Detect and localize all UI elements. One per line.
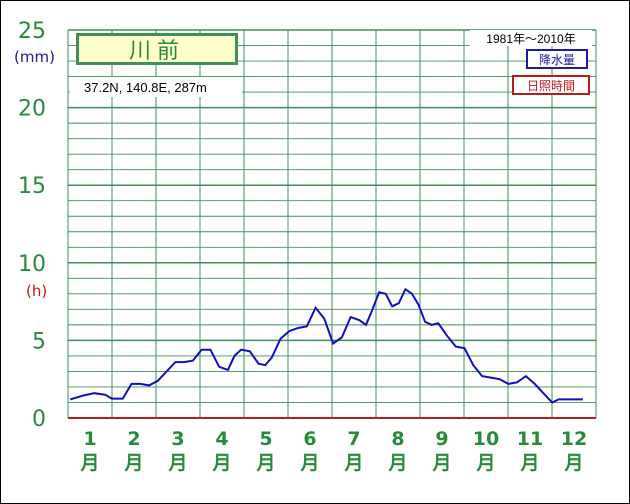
grid xyxy=(67,29,597,419)
y-tick-label: 0 xyxy=(32,407,46,432)
month-unit-label: 月 xyxy=(387,452,407,474)
precip-unit-label: (mm) xyxy=(14,48,55,66)
series-line-sunshine xyxy=(69,287,583,404)
month-number-label: 4 xyxy=(215,428,228,450)
month-unit-label: 月 xyxy=(519,452,539,474)
normal-period: 1981年～2010年 xyxy=(470,30,592,46)
month-unit-label: 月 xyxy=(79,452,99,474)
month-unit-label: 月 xyxy=(211,452,231,474)
month-unit-label: 月 xyxy=(255,452,275,474)
month-number-label: 5 xyxy=(259,428,272,450)
y-tick-label: 5 xyxy=(32,329,46,354)
month-number-label: 10 xyxy=(473,428,499,450)
month-number-label: 1 xyxy=(83,428,96,450)
y-tick-label: 10 xyxy=(18,252,46,277)
month-number-label: 11 xyxy=(517,428,543,450)
month-unit-label: 月 xyxy=(167,452,187,474)
month-unit-label: 月 xyxy=(343,452,363,474)
legend-sunshine: 日照時間 xyxy=(512,75,590,95)
month-unit-label: 月 xyxy=(563,452,583,474)
y-tick-label: 25 xyxy=(18,19,46,44)
y-tick-label: 15 xyxy=(18,174,46,199)
month-unit-label: 月 xyxy=(475,452,495,474)
month-number-label: 12 xyxy=(561,428,587,450)
month-number-label: 9 xyxy=(435,428,448,450)
month-number-label: 6 xyxy=(303,428,316,450)
month-number-label: 7 xyxy=(347,428,360,450)
month-unit-label: 月 xyxy=(299,452,319,474)
month-unit-label: 月 xyxy=(431,452,451,474)
station-name: 川前 xyxy=(76,33,238,65)
y-tick-labels: 0 5 10 15 20 25 xyxy=(18,19,46,432)
month-number-label: 2 xyxy=(127,428,140,450)
month-unit-label: 月 xyxy=(123,452,143,474)
station-coordinates: 37.2N, 140.8E, 287m xyxy=(70,77,242,97)
y-tick-label: 20 xyxy=(18,97,46,122)
sun-unit-label: (h) xyxy=(26,282,48,300)
month-number-label: 3 xyxy=(171,428,184,450)
legend-precipitation: 降水量 xyxy=(526,49,588,69)
month-number-label: 8 xyxy=(391,428,404,450)
